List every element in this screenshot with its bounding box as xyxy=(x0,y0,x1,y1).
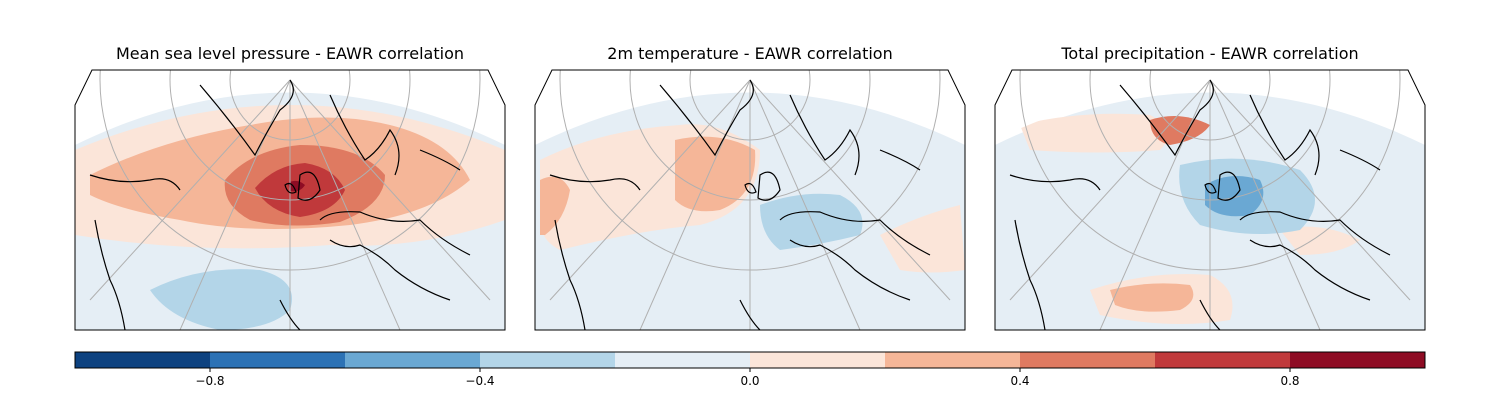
colorbar xyxy=(74,351,1426,372)
colorbar-bin xyxy=(885,352,1020,368)
map-frame-mslp xyxy=(74,69,506,331)
field-pos-weak-north xyxy=(1020,113,1168,153)
colorbar-bin xyxy=(615,352,750,368)
map-panel-precip xyxy=(994,69,1426,331)
field-pos-moderate-south xyxy=(1110,283,1194,312)
field-pos-very-strong xyxy=(255,163,345,217)
map-panel-t2m xyxy=(534,69,966,331)
map-frame-t2m xyxy=(534,69,966,331)
map-panel-mslp xyxy=(74,69,506,331)
colorbar-tick-label: −0.8 xyxy=(195,374,225,388)
panel-title-precip: Total precipitation - EAWR correlation xyxy=(1061,44,1359,63)
colorbar-tick-label: 0.4 xyxy=(1010,374,1030,388)
panel-title-mslp: Mean sea level pressure - EAWR correlati… xyxy=(116,44,464,63)
field-neg-moderate xyxy=(760,193,863,250)
field-pos-moderate-west xyxy=(540,176,570,235)
colorbar-bin xyxy=(1290,352,1425,368)
colorbar-bin xyxy=(750,352,885,368)
field-pos-moderate-north xyxy=(1150,116,1210,145)
colorbar-bin xyxy=(1155,352,1290,368)
colorbar-bin xyxy=(345,352,480,368)
colorbar-tick-label: −0.4 xyxy=(465,374,495,388)
field-neg-weak xyxy=(150,269,292,330)
colorbar-tick-label: 0.0 xyxy=(740,374,760,388)
field-pos-max xyxy=(288,180,305,192)
colorbar-bin xyxy=(210,352,345,368)
colorbar-tick-label: 0.8 xyxy=(1280,374,1300,388)
field-pos-moderate xyxy=(675,136,756,212)
panel-title-t2m: 2m temperature - EAWR correlation xyxy=(607,44,893,63)
colorbar-bin xyxy=(1020,352,1155,368)
colorbar-bin xyxy=(480,352,615,368)
colorbar-bin xyxy=(75,352,210,368)
field-pos-weak-east xyxy=(1280,226,1360,255)
map-frame-precip xyxy=(994,69,1426,331)
field-pos-weak-east xyxy=(880,205,965,273)
